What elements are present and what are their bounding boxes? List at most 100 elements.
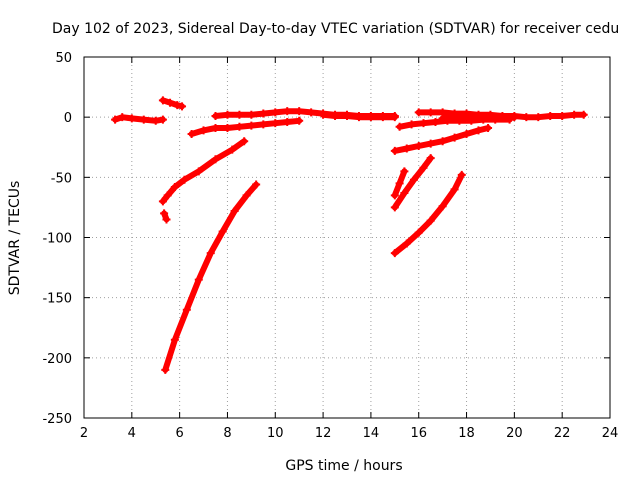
data-point (307, 108, 316, 117)
y-tick-label: -50 (51, 171, 72, 186)
x-tick-label: 12 (315, 426, 332, 441)
data-point (180, 175, 189, 184)
data-point (390, 203, 399, 212)
data-point (414, 108, 423, 117)
x-tick-label: 22 (554, 426, 571, 441)
x-tick-label: 18 (458, 426, 475, 441)
data-point (178, 102, 187, 111)
data-point (182, 305, 191, 314)
y-axis-label: SDTVAR / TECUs (7, 181, 23, 296)
data-point (166, 98, 175, 107)
data-point (211, 111, 220, 120)
data-point (319, 110, 328, 119)
data-point (170, 335, 179, 344)
data-point (223, 110, 232, 119)
data-point (395, 122, 404, 131)
data-point (438, 202, 447, 211)
data-point (457, 170, 466, 179)
data-point (395, 179, 404, 188)
data-point (158, 115, 167, 124)
data-point (400, 167, 409, 176)
data-point (570, 110, 579, 119)
y-tick-label: -250 (42, 412, 72, 427)
data-point (271, 119, 280, 128)
data-point (295, 107, 304, 116)
x-tick-label: 10 (267, 426, 284, 441)
data-point (390, 191, 399, 200)
chart-title: Day 102 of 2023, Sidereal Day-to-day VTE… (52, 21, 619, 37)
data-point (438, 114, 447, 123)
data-point (194, 167, 203, 176)
data-point (343, 111, 351, 120)
data-point (407, 120, 416, 129)
data-point (426, 108, 435, 117)
data-point (228, 145, 237, 154)
data-point (438, 137, 447, 146)
y-tick-label: 0 (64, 111, 72, 126)
data-point (242, 191, 251, 200)
data-point (390, 146, 399, 155)
data-point (419, 163, 428, 172)
y-axis-ticks: 50 0 -50 -100 -150 -200 -250 (42, 51, 610, 427)
data-point (419, 119, 428, 128)
data-point (160, 209, 169, 218)
data-point (558, 111, 567, 120)
data-point (366, 113, 375, 122)
data-point (283, 117, 292, 126)
data-point (206, 249, 215, 258)
data-point (259, 109, 268, 118)
data-point (199, 126, 208, 135)
data-point (158, 197, 167, 206)
y-tick-label: -200 (42, 352, 72, 367)
series-arc-3 (159, 138, 248, 205)
data-point (414, 228, 423, 237)
series-arc-11 (391, 171, 465, 257)
data-point (252, 180, 261, 189)
data-point (194, 275, 203, 284)
data-point (211, 123, 220, 132)
data-point (162, 215, 171, 224)
data-point (522, 113, 531, 122)
data-point (218, 227, 227, 236)
data-point (426, 154, 435, 163)
data-point (431, 117, 440, 126)
data-point (426, 139, 435, 148)
x-tick-label: 6 (175, 426, 183, 441)
data-point (331, 111, 340, 120)
data-point (474, 113, 483, 122)
x-axis-label: GPS time / hours (285, 458, 402, 474)
data-point (390, 113, 399, 122)
series-arc-5 (162, 181, 260, 373)
data-point (223, 123, 232, 132)
data-point (498, 113, 507, 122)
data-point (139, 115, 148, 124)
data-point (354, 113, 363, 122)
y-tick-label: -150 (42, 292, 72, 307)
x-tick-label: 14 (363, 426, 380, 441)
data-point (259, 120, 268, 129)
data-point (450, 114, 459, 123)
data-point (400, 188, 409, 197)
data-point (118, 113, 127, 122)
series-arc-6 (188, 117, 303, 137)
data-point (151, 116, 160, 125)
x-tick-label: 2 (80, 426, 88, 441)
x-tick-label: 24 (602, 426, 619, 441)
data-point (546, 111, 555, 120)
data-point (450, 133, 459, 142)
data-point (271, 108, 280, 117)
data-point (187, 130, 196, 139)
x-tick-label: 16 (410, 426, 427, 441)
data-point (450, 185, 459, 194)
data-point (230, 207, 239, 216)
data-point (486, 113, 495, 122)
data-point (579, 110, 588, 119)
data-series (111, 96, 588, 374)
data-point (235, 122, 244, 131)
data-point (283, 107, 292, 116)
x-tick-label: 4 (128, 426, 136, 441)
data-point (390, 249, 399, 258)
data-point (173, 101, 182, 110)
data-point (474, 126, 483, 135)
